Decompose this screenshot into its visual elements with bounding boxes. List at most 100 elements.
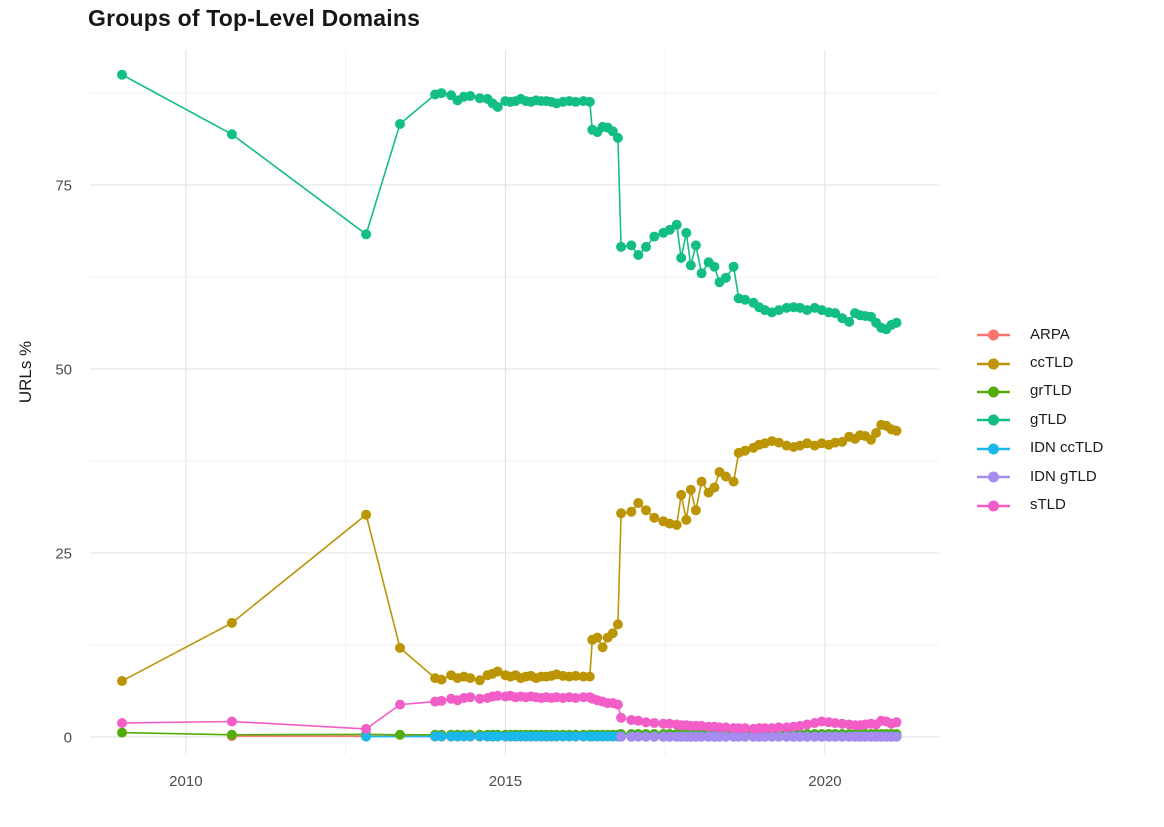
- data-point-idn-gtld: [616, 731, 627, 742]
- legend-item-grtld: grTLD: [977, 377, 1103, 405]
- data-point-idn-cctld: [465, 731, 476, 742]
- data-point-idn-gtld: [837, 731, 848, 742]
- data-point-idn-gtld: [816, 731, 827, 742]
- data-point-stld: [759, 723, 770, 734]
- data-point-idn-cctld: [474, 731, 485, 742]
- data-point-cctld: [802, 438, 813, 449]
- data-point-stld: [570, 693, 581, 703]
- data-point-stld: [773, 722, 784, 733]
- data-point-gtld: [584, 96, 595, 107]
- data-point-cctld: [570, 670, 581, 681]
- data-point-idn-gtld: [809, 731, 820, 742]
- data-point-idn-gtld: [664, 731, 675, 742]
- data-point-cctld: [626, 506, 637, 517]
- legend-key-stld-icon: [977, 499, 1010, 512]
- x-tick-label: 2015: [489, 773, 522, 790]
- y-tick-label: 0: [64, 729, 72, 746]
- data-point-cctld: [891, 425, 902, 436]
- data-point-gtld: [641, 241, 651, 252]
- data-point-idn-gtld: [773, 731, 784, 742]
- data-point-cctld: [584, 671, 595, 682]
- data-point-stld: [891, 717, 902, 728]
- legend-item-stld: sTLD: [977, 490, 1103, 518]
- data-point-gtld: [676, 252, 687, 263]
- data-point-cctld: [709, 482, 720, 493]
- legend-label-arpa: ARPA: [1030, 325, 1070, 343]
- data-point-cctld: [641, 505, 651, 516]
- data-point-gtld: [633, 250, 644, 260]
- data-point-cctld: [474, 675, 485, 686]
- y-tick-label: 25: [55, 545, 72, 562]
- data-point-stld: [465, 692, 476, 703]
- data-point-grtld: [117, 727, 127, 738]
- data-point-cctld: [837, 436, 848, 447]
- data-point-idn-gtld: [802, 731, 813, 742]
- data-point-cctld: [773, 437, 784, 448]
- data-point-gtld: [612, 132, 623, 143]
- legend-key-cctld-icon: [977, 357, 1010, 370]
- data-point-idn-cctld: [492, 731, 503, 742]
- data-point-gtld: [720, 272, 731, 283]
- data-point-stld: [616, 712, 627, 723]
- data-point-stld: [720, 722, 731, 733]
- data-point-cctld: [696, 476, 707, 487]
- legend-item-arpa: ARPA: [977, 320, 1103, 348]
- data-point-cctld: [607, 628, 618, 639]
- data-point-gtld: [436, 88, 447, 99]
- data-point-idn-gtld: [759, 731, 770, 742]
- data-point-cctld: [671, 520, 682, 530]
- data-point-cctld: [226, 617, 237, 628]
- data-point-idn-cctld: [436, 731, 447, 742]
- data-point-gtld: [802, 305, 813, 316]
- data-point-cctld: [690, 505, 701, 516]
- data-point-gtld: [474, 93, 485, 104]
- y-tick-label: 50: [55, 362, 72, 379]
- x-tick-label: 2010: [169, 773, 202, 790]
- data-point-cctld: [465, 673, 476, 684]
- data-point-gtld: [696, 268, 707, 279]
- data-point-gtld: [465, 91, 476, 101]
- legend-key-gtld-icon: [977, 413, 1010, 426]
- data-point-gtld: [226, 129, 237, 140]
- data-point-stld: [649, 718, 660, 728]
- legend-item-idn-gtld: IDN gTLD: [977, 462, 1103, 490]
- legend-key-idn-gtld-icon: [977, 470, 1010, 483]
- data-point-cctld: [871, 428, 882, 438]
- legend-label-stld: sTLD: [1030, 496, 1066, 514]
- legend-key-arpa-icon: [977, 328, 1010, 341]
- data-point-gtld: [117, 69, 127, 80]
- legend-key-idn-cctld-icon: [977, 442, 1010, 455]
- data-point-gtld: [844, 316, 855, 327]
- data-point-idn-gtld: [720, 731, 731, 742]
- data-point-gtld: [649, 231, 660, 242]
- data-point-gtld: [685, 260, 696, 271]
- data-point-cctld: [685, 484, 696, 495]
- legend-key-grtld-icon: [977, 385, 1010, 398]
- data-point-cctld: [492, 666, 503, 677]
- series-line-gtld: [121, 73, 897, 331]
- data-point-gtld: [690, 240, 701, 251]
- data-point-idn-gtld: [766, 731, 777, 742]
- data-point-gtld: [664, 224, 675, 235]
- legend: ARPA ccTLD grTLD gTLD IDN ccTLD IDN gTLD sTLD: [977, 320, 1103, 519]
- data-point-idn-gtld: [649, 731, 660, 742]
- legend-item-gtld: gTLD: [977, 405, 1103, 433]
- data-point-gtld: [681, 227, 692, 238]
- data-point-gtld: [361, 229, 372, 240]
- data-point-cctld: [616, 508, 627, 519]
- data-point-idn-gtld: [891, 731, 902, 742]
- data-point-cctld: [720, 471, 731, 482]
- data-point-stld: [474, 693, 485, 704]
- data-point-gtld: [570, 96, 581, 107]
- data-point-cctld: [681, 514, 692, 525]
- data-point-cctld: [597, 642, 608, 653]
- y-tick-label: 75: [55, 178, 72, 195]
- data-point-stld: [361, 723, 372, 734]
- data-point-gtld: [626, 240, 637, 251]
- data-point-cctld: [592, 632, 603, 643]
- legend-label-cctld: ccTLD: [1030, 354, 1074, 372]
- data-point-gtld: [740, 294, 751, 305]
- data-point-cctld: [612, 619, 623, 630]
- data-point-cctld: [649, 512, 660, 523]
